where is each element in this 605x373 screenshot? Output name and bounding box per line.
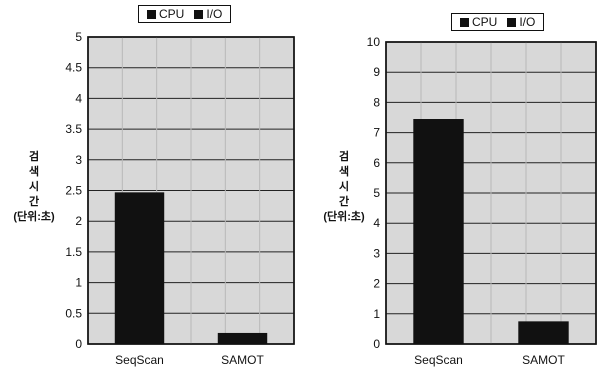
y-axis-label-char: 시 [28, 181, 40, 193]
y-tick-label: 6 [373, 156, 380, 170]
x-tick-label: SeqScan [414, 353, 463, 367]
y-tick-label: 0.5 [65, 306, 82, 320]
y-tick-label: 5 [373, 186, 380, 200]
plot-frame [87, 36, 295, 345]
legend-label-cpu: CPU [472, 15, 498, 29]
chart-left: CPU I/O 검 색 시 간 (단위:초) 0 0.5 1 1.5 2 2.5 3 3.5 4… [0, 0, 300, 373]
legend-swatch-io [507, 17, 517, 27]
y-tick-label: 3.5 [65, 122, 82, 136]
legend-swatch-io [194, 9, 204, 19]
legend-label-io: I/O [519, 15, 536, 29]
y-tick-label: 4 [75, 91, 82, 105]
plot-frame [385, 41, 597, 345]
bar-seqscan [114, 192, 165, 344]
legend-swatch-cpu [460, 17, 469, 27]
legend-label-cpu: CPU [159, 7, 185, 21]
y-tick-label: 1.5 [65, 245, 82, 259]
legend-left: CPU I/O [138, 5, 232, 23]
legend-entry-io: I/O [194, 7, 222, 21]
y-axis-label-char: 색 [338, 166, 350, 178]
y-tick-label: 2.5 [65, 184, 82, 198]
bar-samot [518, 321, 569, 344]
y-tick-label: 4.5 [65, 61, 82, 75]
y-axis-label-char: 검 [338, 151, 350, 163]
y-tick-label: 2 [373, 277, 380, 291]
y-tick-label: 0 [373, 337, 380, 351]
legend-label-io: I/O [206, 7, 223, 21]
bar-seqscan [413, 119, 464, 344]
y-tick-label: 3 [373, 246, 380, 260]
y-tick-label: 4 [373, 216, 380, 230]
x-tick-label: SAMOT [221, 353, 264, 367]
y-tick-label: 10 [367, 35, 381, 49]
y-axis-label-char: 간 [338, 196, 350, 208]
chart-right: CPU I/O 검 색 시 간 (단위:초) 0 1 2 3 4 5 6 7 8 9 10 SeqSc… [302, 0, 605, 373]
legend-swatch-cpu [147, 9, 156, 19]
y-axis-label-char: 시 [338, 181, 350, 193]
y-tick-label: 9 [373, 65, 380, 79]
legend-entry-cpu: CPU [147, 7, 184, 21]
y-axis-label-char: 간 [28, 196, 40, 208]
legend-entry-io: I/O [507, 15, 535, 29]
y-tick-label: 0 [75, 337, 82, 351]
y-axis-label-char: 색 [28, 166, 40, 178]
y-axis-label-char: 검 [28, 151, 40, 163]
y-axis-label-right: 검 색 시 간 (단위:초) [314, 150, 374, 225]
y-axis-label-unit: (단위:초) [13, 211, 55, 223]
x-tick-label: SeqScan [115, 353, 164, 367]
plot-left: 0 0.5 1 1.5 2 2.5 3 3.5 4 4.5 5 SeqScan SAMOT [65, 30, 295, 367]
y-tick-label: 2 [75, 214, 82, 228]
y-axis-label-left: 검 색 시 간 (단위:초) [4, 150, 64, 225]
legend-entry-cpu: CPU [460, 15, 497, 29]
y-tick-label: 1 [373, 307, 380, 321]
bar-samot [217, 332, 268, 344]
y-tick-label: 7 [373, 126, 380, 140]
y-tick-label: 3 [75, 153, 82, 167]
legend-right: CPU I/O [451, 13, 545, 31]
plot-right: 0 1 2 3 4 5 6 7 8 9 10 SeqScan SAMOT [367, 35, 597, 367]
y-tick-label: 8 [373, 95, 380, 109]
y-tick-label: 5 [75, 30, 82, 44]
y-tick-label: 1 [75, 276, 82, 290]
y-axis-label-unit: (단위:초) [323, 211, 365, 223]
x-tick-label: SAMOT [522, 353, 565, 367]
